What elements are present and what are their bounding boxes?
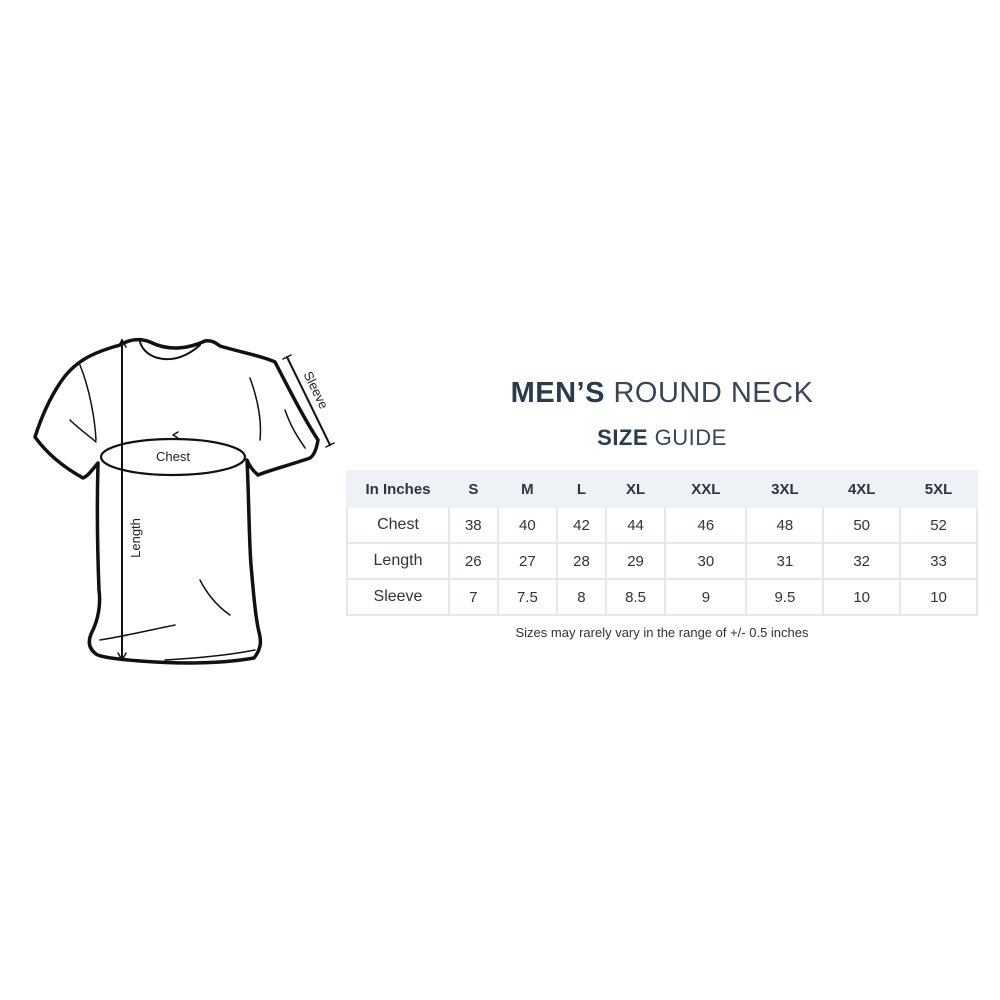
size-table: In Inches S M L XL XXL 3XL 4XL 5XL Chest 38 40 42 44… xyxy=(346,470,978,616)
table-row: Chest 38 40 42 44 46 48 50 52 xyxy=(346,506,978,544)
table-cell: 9.5 xyxy=(745,578,825,616)
table-cell: 27 xyxy=(496,542,559,580)
table-cell: 38 xyxy=(448,506,499,544)
table-cell: 10 xyxy=(822,578,902,616)
table-cell: 40 xyxy=(496,506,559,544)
sleeve-label: Sleeve xyxy=(301,369,332,411)
column-header: L xyxy=(556,470,607,508)
table-cell: 31 xyxy=(745,542,825,580)
size-note: Sizes may rarely vary in the range of +/… xyxy=(515,625,809,640)
row-label: Chest xyxy=(346,506,450,544)
column-header: 5XL xyxy=(899,470,978,508)
column-header: XL xyxy=(604,470,667,508)
table-cell: 26 xyxy=(448,542,499,580)
column-header: In Inches xyxy=(346,470,450,508)
chest-label: Chest xyxy=(156,449,190,464)
length-label: Length xyxy=(128,518,143,558)
table-cell: 52 xyxy=(899,506,978,544)
row-label: Sleeve xyxy=(346,578,450,616)
column-header: XXL xyxy=(664,470,748,508)
table-cell: 42 xyxy=(556,506,607,544)
sleeve-measure-line xyxy=(286,356,331,446)
table-cell: 9 xyxy=(664,578,748,616)
table-cell: 32 xyxy=(822,542,902,580)
subtitle-light: GUIDE xyxy=(654,425,727,450)
page-subtitle: SIZE GUIDE xyxy=(346,425,978,451)
column-header: M xyxy=(496,470,559,508)
table-cell: 28 xyxy=(556,542,607,580)
table-row: Length 26 27 28 29 30 31 32 33 xyxy=(346,542,978,580)
table-cell: 46 xyxy=(664,506,748,544)
subtitle-bold: SIZE xyxy=(597,425,649,450)
column-header: 3XL xyxy=(745,470,825,508)
table-cell: 33 xyxy=(899,542,978,580)
page-title: MEN’S ROUND NECK xyxy=(346,377,978,410)
table-cell: 8.5 xyxy=(604,578,667,616)
table-cell: 50 xyxy=(822,506,902,544)
tshirt-outline xyxy=(33,337,320,665)
row-label: Length xyxy=(346,542,450,580)
table-cell: 44 xyxy=(604,506,667,544)
table-row: Sleeve 7 7.5 8 8.5 9 9.5 10 10 xyxy=(346,578,978,616)
table-cell: 7.5 xyxy=(496,578,559,616)
table-cell: 29 xyxy=(604,542,667,580)
title-light: ROUND NECK xyxy=(613,377,814,409)
table-cell: 8 xyxy=(556,578,607,616)
column-header: S xyxy=(448,470,499,508)
table-cell: 48 xyxy=(745,506,825,544)
chest-measure-ellipse xyxy=(99,437,247,477)
table-cell: 7 xyxy=(448,578,499,616)
tshirt-diagram: Chest Length Sleeve xyxy=(33,337,335,665)
title-bold: MEN’S xyxy=(510,377,605,409)
table-cell: 10 xyxy=(899,578,978,616)
table-cell: 30 xyxy=(664,542,748,580)
column-header: 4XL xyxy=(822,470,902,508)
table-header-row: In Inches S M L XL XXL 3XL 4XL 5XL xyxy=(346,470,978,508)
